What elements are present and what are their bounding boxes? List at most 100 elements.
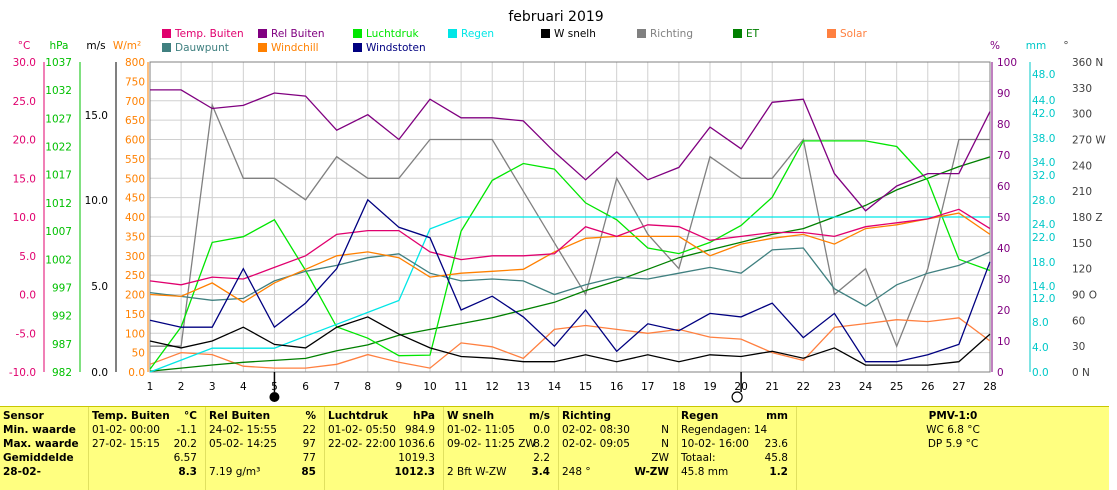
temp-current: 8.3 bbox=[178, 466, 197, 478]
axis-rain-tick-11: 12.0 bbox=[1032, 293, 1055, 305]
row-label-max: Max. waarde bbox=[3, 438, 79, 450]
dir-title: Richting bbox=[562, 410, 611, 422]
pmv-title: PMV-1:0 bbox=[928, 410, 978, 422]
axis-solar-tick-10: 300 bbox=[125, 251, 145, 263]
axis-hum-tick-0: 100 bbox=[997, 57, 1017, 69]
axis-hum-tick-1: 90 bbox=[997, 88, 1010, 100]
stats-direction: Richting 02-02- 08:30 N 02-02- 09:05 N ZW … bbox=[559, 407, 677, 490]
axis-dir-tick-10: 60 bbox=[1072, 315, 1085, 327]
axis-rain-tick-0: 48.0 bbox=[1032, 69, 1055, 81]
axis-pressure-tick-0: 1037 bbox=[45, 57, 72, 69]
axis-dir-tick-12: 0 N bbox=[1072, 367, 1090, 379]
axis-rain-tick-10: 14.0 bbox=[1032, 281, 1055, 293]
x-tick-12: 12 bbox=[486, 381, 499, 393]
axes: 30.0 25.0 20.0 15.0 10.0 5.0 0.0 -5.0 -10.0 1037 1… bbox=[9, 40, 1107, 379]
axis-pressure-tick-8: 997 bbox=[52, 282, 72, 294]
legend-label-8: Dauwpunt bbox=[175, 42, 229, 54]
row-label-sensor: Sensor bbox=[3, 410, 44, 422]
axis-dir-tick-1: 330 bbox=[1072, 83, 1092, 95]
axis-wind-tick-3: 0.0 bbox=[91, 367, 108, 379]
x-tick-16: 16 bbox=[610, 381, 624, 393]
dir-current: W-ZW bbox=[634, 466, 669, 478]
temp-min: -1.1 bbox=[176, 424, 198, 436]
legend-label-1: Rel Buiten bbox=[271, 28, 325, 40]
axis-temp-tick-3: 15.0 bbox=[13, 173, 36, 185]
stats-pmv: PMV-1:0 WC 6.8 °C DP 5.9 °C bbox=[797, 407, 1109, 490]
x-tick-10: 10 bbox=[423, 381, 436, 393]
axis-temp-tick-2: 20.0 bbox=[13, 135, 36, 147]
hum-min-time: 24-02- 15:55 bbox=[209, 424, 277, 436]
legend-label-3: Regen bbox=[461, 28, 494, 40]
stats-temp: Temp. Buiten °C 01-02- 00:00 -1.1 27-02- 1… bbox=[89, 407, 205, 490]
axis-pressure-tick-2: 1027 bbox=[45, 113, 72, 125]
wind-min-time: 01-02- 11:05 bbox=[447, 424, 515, 436]
axis-hum-tick-10: 0 bbox=[997, 367, 1004, 379]
legend-swatch-4 bbox=[541, 29, 550, 38]
temp-max: 20.2 bbox=[173, 438, 197, 450]
axis-solar-tick-3: 650 bbox=[125, 115, 145, 127]
rain-max: 23.6 bbox=[764, 438, 788, 450]
axis-temp-unit: °C bbox=[18, 40, 31, 52]
series-dauwpunt bbox=[149, 247, 991, 307]
axis-dir-tick-0: 360 N bbox=[1072, 57, 1103, 69]
axis-hum-tick-6: 40 bbox=[997, 243, 1010, 255]
stats-row-labels: Sensor Min. waarde Max. waarde Gemiddeld… bbox=[0, 407, 88, 490]
x-tick-22: 22 bbox=[797, 381, 810, 393]
rain-days: Regendagen: 14 bbox=[681, 424, 768, 436]
axis-dir-tick-8: 120 bbox=[1072, 264, 1092, 276]
x-tick-11: 11 bbox=[454, 381, 467, 393]
axis-rain-tick-14: 0.0 bbox=[1032, 367, 1049, 379]
pmv-dewpoint: DP 5.9 °C bbox=[927, 438, 979, 450]
axis-solar-tick-14: 100 bbox=[125, 328, 145, 340]
axis-dir-tick-5: 210 bbox=[1072, 186, 1092, 198]
wind-current: 3.4 bbox=[531, 466, 550, 478]
axis-solar-tick-2: 700 bbox=[125, 96, 145, 108]
statistics-panel: Sensor Min. waarde Max. waarde Gemiddeld… bbox=[0, 406, 1109, 490]
press-unit: hPa bbox=[413, 410, 435, 422]
stats-humidity: Rel Buiten% 24-02- 15:55 22 05-02- 14:25 9… bbox=[206, 407, 324, 490]
axis-dir-tick-3: 270 W bbox=[1072, 135, 1106, 147]
x-tick-18: 18 bbox=[672, 381, 685, 393]
axis-rain-tick-5: 32.0 bbox=[1032, 170, 1055, 182]
press-title: Luchtdruk bbox=[328, 410, 389, 422]
axis-hum-tick-2: 80 bbox=[997, 119, 1010, 131]
axis-pressure-tick-5: 1012 bbox=[45, 198, 72, 210]
dir-degrees: 248 ° bbox=[562, 466, 591, 478]
axis-rain-tick-2: 42.0 bbox=[1032, 108, 1055, 120]
x-tick-27: 27 bbox=[952, 381, 965, 393]
series-et bbox=[149, 156, 991, 372]
legend-swatch-3 bbox=[448, 29, 457, 38]
wind-min: 0.0 bbox=[533, 424, 550, 436]
axis-hum-tick-5: 50 bbox=[997, 212, 1010, 224]
axis-pressure-tick-11: 982 bbox=[52, 367, 72, 379]
axis-temp-tick-7: -5.0 bbox=[16, 328, 37, 340]
wind-title: W snelh bbox=[447, 410, 495, 422]
axis-solar-tick-5: 550 bbox=[125, 154, 145, 166]
legend-label-5: Richting bbox=[650, 28, 693, 40]
series-richting bbox=[150, 102, 990, 348]
wind-avg: 2.2 bbox=[533, 452, 550, 464]
axis-rain-tick-9: 18.0 bbox=[1032, 257, 1055, 269]
legend-swatch-0 bbox=[162, 29, 171, 38]
dir-min: N bbox=[661, 424, 669, 436]
press-max: 1036.6 bbox=[398, 438, 435, 450]
axis-wind-tick-2: 5.0 bbox=[91, 281, 108, 293]
x-tick-14: 14 bbox=[548, 381, 562, 393]
series-regen bbox=[149, 216, 990, 373]
pmv-windchill: WC 6.8 °C bbox=[926, 424, 980, 436]
axis-rain-unit: mm bbox=[1026, 40, 1046, 52]
x-tick-25: 25 bbox=[890, 381, 903, 393]
x-tick-9: 9 bbox=[396, 381, 403, 393]
axis-pressure-unit: hPa bbox=[50, 40, 69, 52]
press-min-time: 01-02- 05:50 bbox=[328, 424, 396, 436]
axis-solar-tick-11: 250 bbox=[125, 270, 145, 282]
x-axis: 1234567891011121314151617181920212223242… bbox=[147, 372, 997, 403]
legend-swatch-7 bbox=[827, 29, 836, 38]
legend-label-2: Luchtdruk bbox=[366, 28, 420, 40]
x-tick-26: 26 bbox=[921, 381, 935, 393]
stats-pressure: Luchtdruk hPa 01-02- 05:50 984.9 22-02- 22… bbox=[325, 407, 443, 490]
axis-rain-tick-8: 22.0 bbox=[1032, 232, 1055, 244]
dir-max-time: 02-02- 09:05 bbox=[562, 438, 630, 450]
x-tick-13: 13 bbox=[517, 381, 530, 393]
press-avg: 1019.3 bbox=[398, 452, 435, 464]
